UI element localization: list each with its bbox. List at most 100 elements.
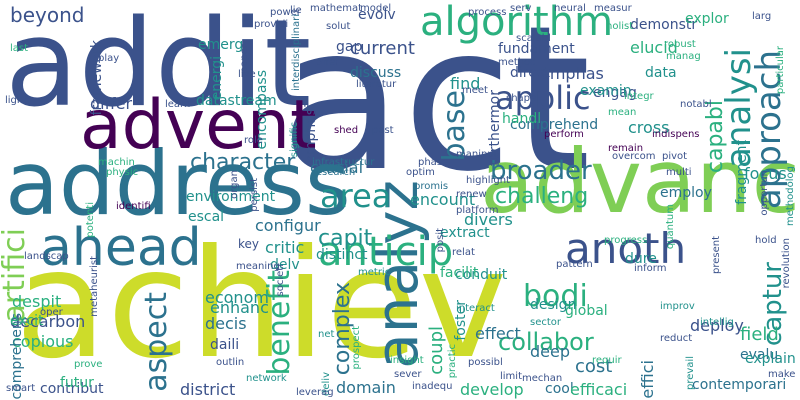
- cloud-word-past: past: [372, 125, 394, 136]
- cloud-word-opportun: opportun: [759, 170, 770, 216]
- cloud-word-indispens: indispens: [652, 129, 700, 140]
- cloud-word-role: role: [244, 135, 263, 146]
- cloud-word-model: model: [360, 3, 392, 14]
- cloud-word-physic: physic: [106, 167, 139, 178]
- cloud-word-deploy: deploy: [690, 316, 744, 335]
- cloud-word-algorithm: algorithm: [420, 0, 614, 45]
- cloud-word-signific: signific: [289, 122, 300, 158]
- cloud-word-present: present: [711, 236, 722, 275]
- cloud-word-extract: extract: [440, 225, 490, 241]
- cloud-word-facilit: facilit: [440, 265, 479, 281]
- cloud-word-pivot: pivot: [662, 151, 688, 162]
- cloud-word-coupl: coupl: [426, 326, 447, 375]
- cloud-word-crucial: crucial: [310, 158, 364, 177]
- cloud-word-interdisciplinari: interdisciplinari: [291, 14, 302, 91]
- cloud-word-last: last: [10, 43, 29, 54]
- cloud-word-prove: prove: [74, 359, 103, 370]
- cloud-word-possibl: possibl: [468, 357, 503, 368]
- cloud-word-capabl: capabl: [703, 100, 728, 174]
- cloud-word-fragment: fragment: [734, 140, 750, 205]
- cloud-word-find: find: [450, 74, 481, 93]
- cloud-word-efficaci: efficaci: [570, 380, 628, 399]
- cloud-word-decarbon: decarbon: [10, 312, 86, 331]
- cloud-word-current: current: [350, 38, 415, 59]
- cloud-word-potenti: potenti: [85, 202, 96, 238]
- cloud-word-paper: paper: [239, 44, 250, 74]
- cloud-word-relat: relat: [452, 247, 475, 258]
- cloud-word-outlin: outlin: [216, 357, 245, 368]
- cloud-word-effici: effici: [638, 360, 657, 399]
- cloud-word-daili: daili: [210, 337, 240, 353]
- cloud-word-capit: capit: [318, 226, 373, 251]
- cloud-word-improv: improv: [660, 301, 695, 312]
- cloud-word-collabor: collabor: [498, 328, 594, 356]
- cloud-word-engag: engag: [593, 85, 637, 101]
- cloud-word-meaning: meaning: [236, 261, 280, 272]
- cloud-word-promis: promis: [414, 181, 449, 192]
- cloud-word-persist: persist: [249, 178, 260, 212]
- cloud-word-environment: environment: [186, 189, 276, 205]
- cloud-word-infrastructur: infrastructur: [312, 157, 375, 168]
- cloud-word-focus: focus: [744, 164, 787, 183]
- cloud-word-field: field: [740, 324, 779, 345]
- cloud-word-bodi: bodi: [523, 279, 588, 314]
- cloud-word-requir: requir: [592, 355, 622, 366]
- cloud-word-design: design: [530, 297, 577, 313]
- cloud-word-emphas: emphas: [540, 64, 604, 83]
- cloud-word-lie: lie: [290, 5, 302, 16]
- cloud-word-mean: mean: [608, 107, 637, 118]
- cloud-word-anoth: anoth: [565, 224, 687, 273]
- cloud-word-addit: addit: [5, 0, 312, 134]
- cloud-word-aspect: aspect: [139, 292, 174, 392]
- cloud-word-futur: futur: [60, 375, 94, 391]
- cloud-word-handl: handl: [502, 111, 542, 127]
- cloud-word-metaheurist: metaheurist: [89, 256, 100, 317]
- cloud-word-intellig: intellig: [700, 317, 734, 328]
- cloud-word-delv: delv: [270, 257, 300, 273]
- cloud-word-mechan: mechan: [522, 373, 563, 384]
- cloud-word-contribut: contribut: [40, 381, 104, 397]
- cloud-word-literatur: literatur: [356, 79, 397, 90]
- cloud-word-anticip: anticip: [318, 229, 454, 275]
- cloud-word-explain: explain: [745, 351, 796, 367]
- cloud-word-multi: multi: [666, 167, 692, 178]
- cloud-word-robust: robust: [664, 39, 696, 50]
- cloud-word-dure: dure: [625, 251, 657, 267]
- cloud-word-emerg: emerg: [198, 37, 244, 53]
- cloud-word-landscap: landscap: [24, 251, 69, 262]
- cloud-word-applic: applic: [495, 79, 591, 117]
- cloud-word-global: global: [565, 303, 608, 319]
- cloud-word-reduct: reduct: [660, 333, 693, 344]
- cloud-word-fundament: fundament: [498, 41, 575, 57]
- cloud-word-network: network: [246, 373, 287, 384]
- cloud-word-manag: manag: [666, 51, 701, 62]
- cloud-word-renew: renew: [456, 189, 487, 200]
- cloud-word-process: process: [468, 7, 507, 18]
- cloud-word-key: key: [238, 237, 260, 251]
- cloud-word-phase: phase: [418, 157, 449, 168]
- cloud-word-deep: deep: [530, 342, 570, 361]
- cloud-word-emphasi: emphasi: [303, 104, 319, 164]
- cloud-word-inform: inform: [634, 263, 667, 274]
- cloud-word-measur: measur: [594, 3, 632, 14]
- cloud-word-identifi: identifi: [116, 201, 151, 212]
- cloud-word-remain: remain: [608, 143, 644, 154]
- cloud-word-advent: advent: [80, 86, 317, 165]
- cloud-word-meet: meet: [462, 85, 488, 96]
- cloud-word-learn: learn: [165, 99, 191, 110]
- cloud-word-demonstr: demonstr: [630, 17, 698, 33]
- cloud-word-direct: direct: [510, 65, 551, 81]
- cloud-word-net: net: [318, 329, 335, 340]
- cloud-word-limit: limit: [500, 371, 522, 382]
- cloud-word-evalu: evalu: [740, 347, 779, 363]
- cloud-word-methodolog: methodolog: [785, 166, 796, 226]
- cloud-word-shed: shed: [334, 125, 359, 136]
- cloud-word-holist: holist: [606, 21, 634, 32]
- cloud-word-inadequ: inadequ: [412, 381, 453, 392]
- cloud-word-prospect: prospect: [351, 326, 362, 370]
- cloud-word-evolv: evolv: [358, 7, 396, 23]
- cloud-word-live: live: [238, 69, 256, 80]
- cloud-word-serv: serv: [510, 3, 532, 14]
- cloud-word-practic: practic: [447, 344, 458, 379]
